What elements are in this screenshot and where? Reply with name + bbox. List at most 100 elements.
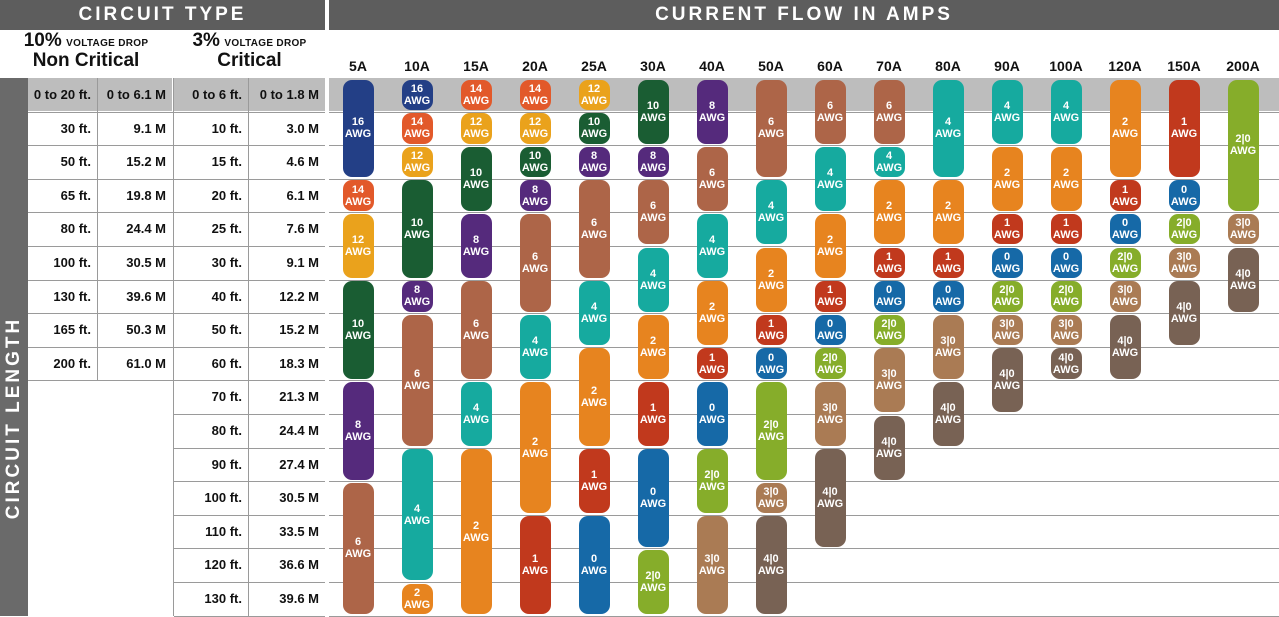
awg-unit: AWG: [698, 313, 726, 326]
awg-pill: 0 AWG: [578, 516, 610, 615]
awg-size: 12: [528, 116, 542, 129]
awg-size: 2: [413, 586, 421, 599]
awg-pill: 4|0 AWG: [1168, 281, 1200, 346]
awg-pill: 3|0 AWG: [1050, 314, 1082, 346]
awg-size: 8: [354, 418, 362, 431]
awg-pill: 8 AWG: [696, 79, 728, 144]
length-3pct-cell: 15.2 M: [279, 322, 319, 338]
length-3pct-cell: 15 ft.: [211, 154, 242, 170]
awg-pill: 2 AWG: [873, 180, 905, 245]
awg-pill: 6 AWG: [696, 146, 728, 211]
awg-size: 14: [351, 183, 365, 196]
length-3pct-cell: 50 ft.: [211, 322, 242, 338]
awg-pill: 8 AWG: [637, 146, 669, 178]
awg-unit: AWG: [521, 161, 549, 174]
awg-pill: 4 AWG: [519, 314, 551, 379]
length-3pct-cell: 60 ft.: [211, 355, 242, 371]
awg-pill: 6 AWG: [401, 314, 433, 447]
awg-pill: 8 AWG: [401, 281, 433, 312]
awg-pill: 4 AWG: [755, 180, 787, 245]
awg-size: 4: [413, 502, 421, 515]
awg-size: 12: [587, 82, 601, 95]
awg-unit: AWG: [344, 245, 372, 258]
awg-size: 3|0: [763, 485, 779, 498]
awg-size: 0: [767, 351, 775, 364]
awg-pill: 4|0 AWG: [932, 381, 964, 447]
length-10pct-cell: 165 ft.: [53, 322, 91, 338]
awg-unit: AWG: [816, 111, 844, 124]
awg-size: 4|0: [999, 368, 1015, 381]
grid-line: [329, 548, 1279, 550]
awg-pill: 2|0 AWG: [696, 449, 728, 514]
awg-size: 12: [410, 149, 424, 162]
awg-pill: 0 AWG: [932, 281, 964, 312]
awg-size: 8: [708, 99, 716, 112]
awg-size: 2|0: [763, 418, 779, 431]
awg-size: 2: [708, 301, 716, 314]
awg-unit: AWG: [462, 245, 490, 258]
awg-size: 3|0: [999, 317, 1015, 330]
awg-size: 0: [885, 284, 893, 297]
amp-label: 150A: [1167, 58, 1201, 74]
drop-divider: [172, 30, 174, 76]
awg-size: 0: [590, 553, 598, 566]
awg-size: 4|0: [1058, 351, 1074, 364]
awg-unit: AWG: [639, 413, 667, 426]
awg-size: 4|0: [1176, 301, 1192, 314]
awg-size: 4: [708, 233, 716, 246]
awg-size: 2|0: [881, 317, 897, 330]
awg-unit: AWG: [816, 413, 844, 426]
awg-pill: 6 AWG: [578, 180, 610, 279]
awg-unit: AWG: [580, 481, 608, 494]
awg-size: 6: [354, 536, 362, 549]
awg-unit: AWG: [1052, 329, 1080, 342]
awg-unit: AWG: [462, 178, 490, 191]
awg-unit: AWG: [1052, 229, 1080, 242]
awg-size: 8: [413, 284, 421, 297]
awg-unit: AWG: [757, 212, 785, 225]
table-row-line: [28, 246, 325, 247]
awg-pill: 1 AWG: [519, 516, 551, 615]
drop-3pct-name: Critical: [217, 50, 282, 71]
awg-unit: AWG: [698, 363, 726, 376]
awg-unit: AWG: [580, 397, 608, 410]
table-row-line: [174, 414, 325, 415]
length-3pct-cell: 4.6 M: [286, 154, 319, 170]
awg-unit: AWG: [1052, 262, 1080, 275]
amp-label: 10A: [404, 58, 430, 74]
length-3pct-cell: 130 ft.: [204, 591, 242, 606]
grid-line: [329, 313, 1279, 315]
awg-size: 6: [708, 166, 716, 179]
drop-10pct-header: 10% VOLTAGE DROP Non Critical: [0, 30, 172, 76]
awg-pill: 2 AWG: [1050, 146, 1082, 211]
awg-unit: AWG: [344, 430, 372, 443]
length-3pct-cell: 30 ft.: [211, 255, 242, 270]
length-10pct-cell: 39.6 M: [126, 288, 166, 304]
amp-label: 25A: [581, 58, 607, 74]
awg-pill: 3|0 AWG: [1227, 213, 1259, 245]
awg-unit: AWG: [875, 296, 903, 309]
length-3pct-cell: 33.5 M: [279, 523, 319, 539]
awg-size: 4|0: [822, 485, 838, 498]
length-3pct-cell: 3.0 M: [286, 120, 319, 136]
awg-size: 2|0: [1058, 284, 1074, 297]
awg-pill: 4 AWG: [814, 146, 846, 211]
awg-unit: AWG: [403, 161, 431, 174]
length-3pct-cell: 7.6 M: [286, 221, 319, 237]
awg-size: 2: [649, 334, 657, 347]
awg-unit: AWG: [816, 296, 844, 309]
awg-size: 10: [351, 317, 365, 330]
awg-pill: 0 AWG: [814, 314, 846, 346]
awg-size: 2|0: [645, 569, 661, 582]
awg-pill: 6 AWG: [873, 79, 905, 144]
awg-unit: AWG: [698, 111, 726, 124]
grid-line: [329, 279, 1279, 281]
awg-pill: 2|0 AWG: [755, 381, 787, 480]
awg-size: 16: [410, 82, 424, 95]
awg-size: 12: [351, 233, 365, 246]
awg-unit: AWG: [1111, 195, 1139, 208]
awg-unit: AWG: [993, 229, 1021, 242]
awg-pill: 3|0 AWG: [932, 314, 964, 379]
awg-pill: 10 AWG: [342, 281, 374, 379]
table-row-line: [174, 481, 325, 483]
